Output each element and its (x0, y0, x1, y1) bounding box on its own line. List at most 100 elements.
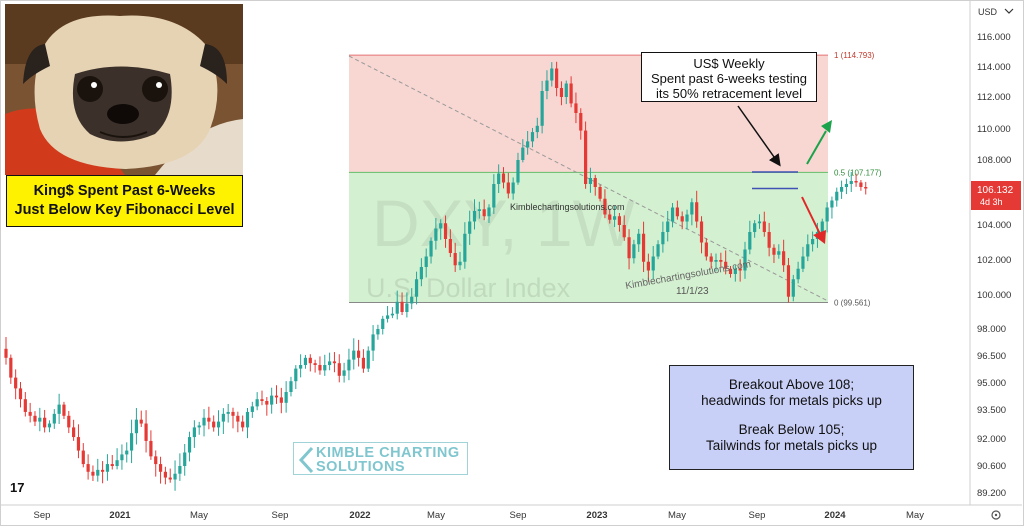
candle (216, 410, 221, 436)
candle (308, 354, 312, 372)
candle (342, 362, 346, 383)
candle (371, 325, 375, 361)
candle (864, 181, 868, 195)
candle (835, 187, 839, 207)
candle (748, 220, 752, 255)
candle (844, 178, 849, 195)
candle (429, 237, 433, 264)
arrow-up-icon (806, 120, 832, 165)
candle (825, 202, 829, 233)
candle (849, 171, 853, 193)
candle (303, 354, 308, 369)
y-tick-label: 90.600 (977, 461, 1006, 472)
candle (559, 81, 564, 106)
candle (757, 214, 762, 229)
candle (477, 201, 481, 219)
y-tick-label: 93.500 (977, 405, 1006, 416)
pug-photo (5, 4, 243, 175)
candle (23, 392, 27, 417)
caption-line-1: King$ Spent Past 6-Weeks (33, 183, 216, 199)
candle (352, 338, 356, 370)
candle (685, 209, 689, 230)
candle (854, 173, 858, 187)
last-price-badge: 106.132 4d 3h (971, 181, 1021, 210)
candle (468, 210, 472, 245)
candle (356, 339, 361, 367)
candle (859, 180, 863, 191)
candle (43, 409, 47, 433)
candle (574, 92, 578, 124)
candle (487, 204, 491, 223)
x-axis-ticks: Sep 2021 May Sep 2022 May Sep 2023 May Sep 2024 May (34, 510, 925, 521)
candle (9, 354, 13, 384)
candle (458, 251, 462, 271)
candle (521, 139, 525, 163)
candle (593, 174, 597, 196)
y-tick-label: 95.000 (977, 378, 1006, 389)
candle (482, 199, 486, 221)
x-tick-label: Sep (34, 510, 51, 521)
candle (439, 219, 443, 240)
candle (497, 164, 501, 193)
candle (105, 454, 110, 481)
candle (72, 419, 76, 441)
x-tick-label: Sep (510, 510, 527, 521)
candle (270, 387, 274, 414)
candle (743, 241, 747, 279)
x-tick-label: Sep (272, 510, 289, 521)
candle (318, 356, 322, 375)
candle (274, 385, 279, 404)
info-box: Breakout Above 108; headwinds for metals… (669, 365, 914, 470)
candle (608, 208, 612, 224)
settings-gear-icon[interactable] (991, 510, 1001, 520)
x-tick-label: May (190, 510, 208, 521)
candle (651, 246, 655, 280)
y-axis-ticks: 116.000114.000112.000110.000108.000106.0… (977, 32, 1011, 499)
candle (738, 259, 742, 282)
candle (540, 80, 544, 134)
candle (115, 448, 119, 470)
candle (91, 465, 95, 482)
callout-title: US$ Weekly (693, 56, 765, 71)
currency-label: USD (978, 7, 998, 17)
y-tick-label: 96.500 (977, 351, 1006, 362)
logo-line-2: SOLUTIONS (316, 459, 406, 475)
candle (294, 365, 298, 390)
y-tick-label: 92.000 (977, 434, 1006, 445)
candle (347, 348, 351, 381)
candle (299, 354, 303, 378)
logo-line-1: KIMBLE CHARTING (316, 445, 460, 461)
candle (762, 211, 766, 237)
last-price-value: 106.132 (977, 185, 1014, 196)
candle (129, 419, 134, 464)
candle (511, 177, 515, 200)
index-watermark: U.S. Dollar Index (366, 273, 571, 303)
candle (680, 211, 684, 230)
candle (279, 387, 283, 414)
candle (400, 292, 404, 316)
candle (617, 212, 622, 232)
y-tick-label: 104.000 (977, 220, 1011, 231)
kimble-chevron-icon (298, 446, 314, 474)
candle (550, 62, 554, 87)
fib-label-0: 0 (99.561) (834, 298, 871, 307)
candle (699, 216, 704, 254)
callout-line-2: its 50% retracement level (656, 86, 802, 101)
x-tick-label: May (906, 510, 924, 521)
candle (627, 229, 631, 270)
candle (733, 265, 737, 282)
candle (782, 239, 786, 272)
candle (96, 458, 100, 482)
currency-dropdown-icon[interactable] (1004, 8, 1014, 14)
candle (101, 461, 105, 484)
candle (603, 189, 607, 219)
candle (598, 184, 602, 202)
x-tick-label: 2024 (824, 510, 846, 521)
candle (139, 410, 143, 428)
candle (158, 456, 163, 484)
candle (506, 172, 510, 199)
candles-group (4, 61, 868, 491)
candle (443, 215, 448, 248)
candle (52, 409, 56, 429)
